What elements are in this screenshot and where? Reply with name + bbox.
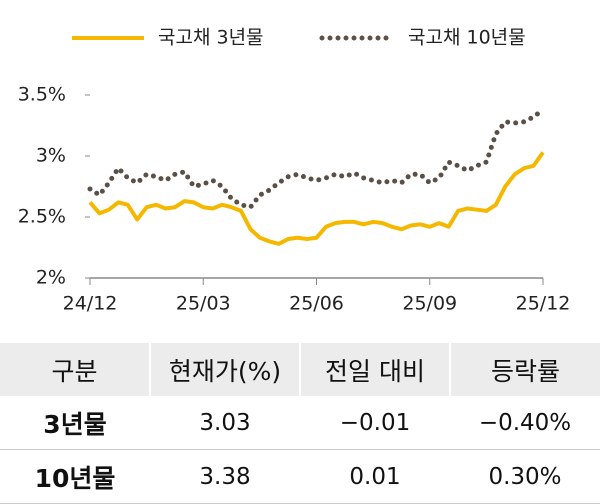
cell: 0.30%	[450, 449, 600, 504]
cell: −0.40%	[450, 396, 600, 450]
cell: 0.01	[300, 449, 450, 504]
header-cell: 등락률	[449, 343, 600, 396]
chart: 2% 2.5% 3% 3.5% 24/12 25/03 25/06 25/09 25/12 국고채…	[18, 27, 571, 315]
cell: 3.38	[150, 449, 300, 504]
row-label: 3년물	[0, 396, 150, 450]
y-tick-label: 3.5%	[18, 84, 66, 106]
legend-label: 국고채 3년물	[158, 27, 264, 49]
series-line	[87, 107, 546, 211]
y-tick-label: 3%	[36, 145, 66, 167]
header-row: 구분 현재가(%) 전일 대비 등락률	[0, 343, 600, 396]
series-line	[88, 151, 545, 246]
x-tick-label: 24/12	[63, 293, 118, 315]
cell: 3.03	[150, 396, 300, 450]
header-cell: 구분	[0, 343, 150, 396]
header-cell: 전일 대비	[299, 343, 450, 396]
table-row: 3년물 3.03 −0.01 −0.40%	[0, 396, 600, 450]
cell: −0.01	[300, 396, 450, 450]
x-tick-label: 25/09	[402, 293, 457, 315]
x-tick-label: 25/12	[516, 293, 571, 315]
y-tick-label: 2%	[36, 267, 66, 289]
quote-table: 구분 현재가(%) 전일 대비 등락률 3년물 3.03 −0.01 −0.40…	[0, 343, 600, 504]
x-tick-label: 25/06	[289, 293, 344, 315]
table-row: 10년물 3.38 0.01 0.30%	[0, 449, 600, 504]
legend-label: 국고채 10년물	[408, 27, 526, 49]
header-cell: 현재가(%)	[149, 343, 300, 396]
row-label: 10년물	[0, 449, 150, 504]
x-tick-label: 25/03	[176, 293, 231, 315]
y-tick-label: 2.5%	[18, 206, 66, 228]
